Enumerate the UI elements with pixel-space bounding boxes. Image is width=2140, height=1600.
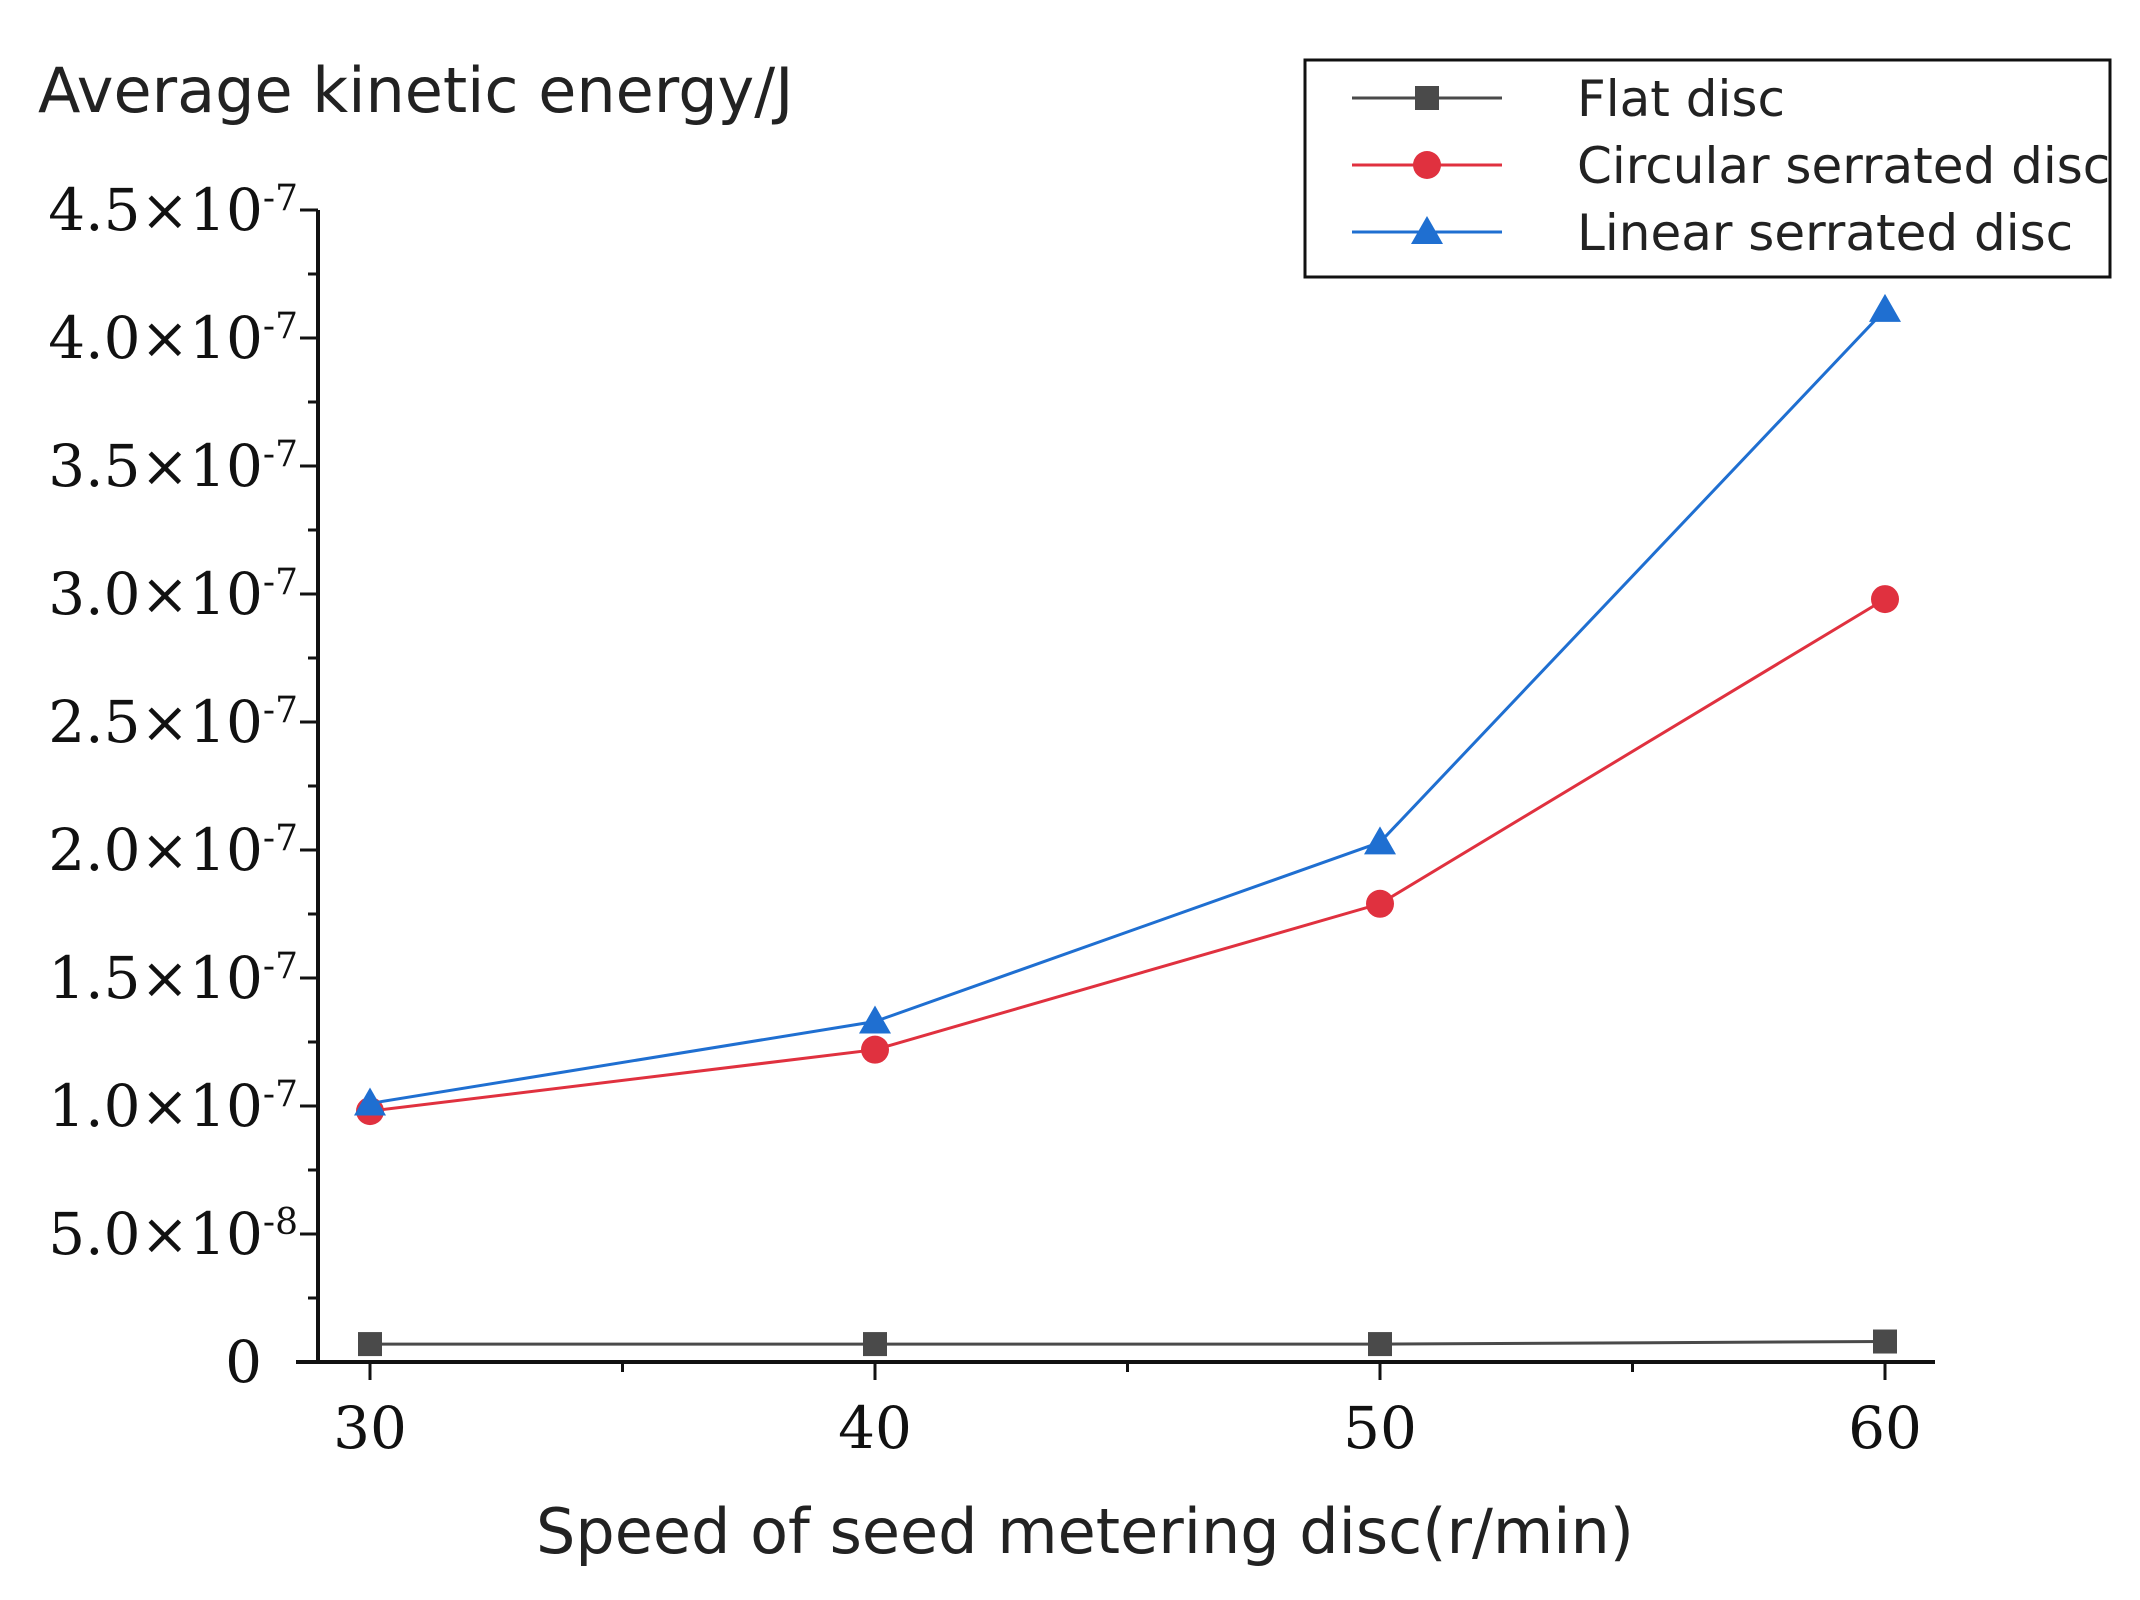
series-circle	[356, 585, 1899, 1126]
legend-label: Flat disc	[1577, 70, 1785, 128]
legend-marker	[1411, 216, 1443, 244]
data-point	[358, 1332, 382, 1357]
data-point	[863, 1332, 887, 1357]
data-point	[861, 1035, 889, 1064]
y-axis-label: Average kinetic energy/J	[38, 54, 793, 127]
legend-label: Circular serrated disc	[1577, 137, 2110, 195]
x-tick-label: 50	[1343, 1394, 1417, 1462]
legend-item: Flat disc	[1352, 70, 1785, 128]
legend: Flat disc Circular serrated disc Linear se…	[1303, 58, 2112, 279]
series-line	[370, 1340, 1886, 1346]
x-axis-ticks: 30 40 50 60	[333, 1362, 1922, 1462]
data-point	[1366, 889, 1394, 918]
series-line	[369, 597, 1886, 1113]
data-point	[354, 1087, 386, 1116]
axes	[296, 210, 1935, 1364]
legend-marker	[1415, 86, 1439, 110]
legend-marker	[1413, 151, 1441, 179]
y-tick-label: 3.0×10-7	[48, 560, 298, 628]
y-tick-label: 2.5×10-7	[48, 688, 298, 756]
data-point	[1873, 1329, 1897, 1354]
data-point	[859, 1005, 891, 1034]
x-tick-label: 40	[838, 1394, 912, 1462]
x-axis-label: Speed of seed metering disc(r/min)	[536, 1495, 1634, 1568]
y-axis-ticks: 0 5.0×10-8 1.0×10-7 1.5×10-7 2.0×10-7 2.5×10-…	[48, 176, 318, 1396]
y-tick-label: 1.0×10-7	[48, 1072, 298, 1140]
y-tick-label: 2.0×10-7	[48, 816, 298, 884]
y-tick-label: 1.5×10-7	[48, 944, 298, 1012]
y-tick-label: 3.5×10-7	[48, 432, 298, 500]
data-point	[1869, 293, 1901, 322]
data-point	[1871, 585, 1899, 614]
x-tick-label: 60	[1848, 1394, 1922, 1462]
legend-item: Linear serrated disc	[1352, 204, 2073, 262]
series-triangle	[354, 293, 1901, 1116]
legend-item: Circular serrated disc	[1352, 137, 2110, 195]
y-tick-label: 4.0×10-7	[48, 304, 298, 372]
y-tick-label: 0	[225, 1328, 262, 1396]
series-layer	[354, 293, 1901, 1357]
data-point	[1368, 1332, 1392, 1357]
x-tick-label: 30	[333, 1394, 407, 1462]
data-point	[1364, 826, 1396, 855]
series-line	[369, 308, 1887, 1105]
y-tick-label: 4.5×10-7	[48, 176, 298, 244]
series-square	[358, 1329, 1897, 1357]
y-tick-label: 5.0×10-8	[48, 1200, 298, 1268]
legend-label: Linear serrated disc	[1577, 204, 2073, 262]
